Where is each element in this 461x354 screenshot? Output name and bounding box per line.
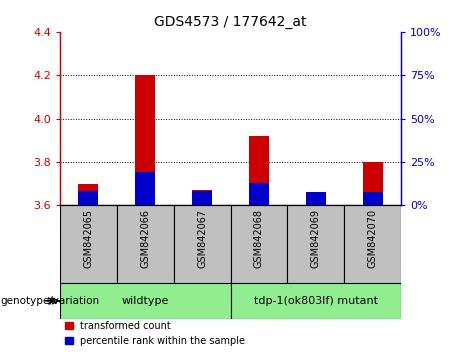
Text: GSM842066: GSM842066 [140, 209, 150, 268]
Bar [287, 205, 344, 283]
Text: genotype/variation: genotype/variation [0, 296, 99, 306]
Text: GSM842069: GSM842069 [311, 209, 321, 268]
Text: GSM842068: GSM842068 [254, 209, 264, 268]
Legend: transformed count, percentile rank within the sample: transformed count, percentile rank withi… [65, 321, 245, 346]
Bar [192, 190, 212, 205]
Text: GSM842070: GSM842070 [367, 209, 378, 268]
Bar [230, 205, 287, 283]
Text: GSM842065: GSM842065 [83, 209, 94, 268]
Bar [306, 192, 326, 205]
Bar [306, 192, 326, 205]
Bar [192, 191, 212, 205]
Bar [363, 192, 383, 205]
Bar [135, 172, 155, 205]
Text: wildtype: wildtype [122, 296, 169, 306]
Bar [60, 283, 230, 319]
Bar [135, 75, 155, 205]
Text: tdp-1(ok803lf) mutant: tdp-1(ok803lf) mutant [254, 296, 378, 306]
Bar [249, 183, 269, 205]
Bar [249, 136, 269, 205]
Bar [363, 162, 383, 205]
Bar [78, 184, 98, 205]
Bar [344, 205, 401, 283]
Bar [78, 191, 98, 205]
Bar [60, 205, 117, 283]
Bar [230, 283, 401, 319]
Bar [174, 205, 230, 283]
Text: GSM842067: GSM842067 [197, 209, 207, 268]
Bar [117, 205, 174, 283]
Title: GDS4573 / 177642_at: GDS4573 / 177642_at [154, 16, 307, 29]
